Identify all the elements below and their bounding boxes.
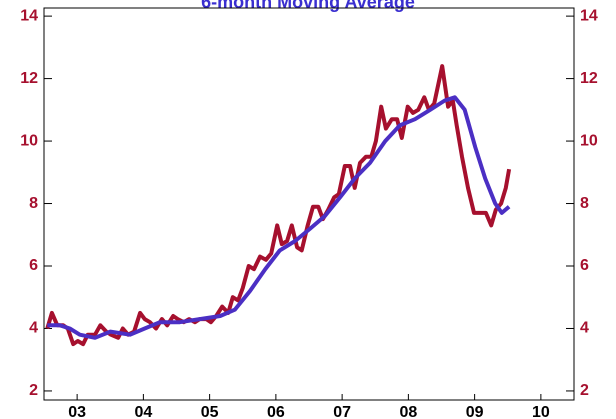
y-tick-label: 14 — [20, 7, 38, 24]
x-tick-label: 03 — [68, 404, 86, 419]
x-tick-label: 05 — [201, 404, 219, 419]
y2-tick-label: 8 — [580, 195, 589, 212]
x-tick-label: 09 — [466, 404, 484, 419]
x-tick-label: 08 — [399, 404, 417, 419]
x-tick-label: 04 — [134, 404, 152, 419]
x-tick-label: 10 — [532, 404, 550, 419]
y-tick-label: 10 — [20, 132, 38, 149]
y-tick-label: 6 — [29, 257, 38, 274]
y-tick-label: 4 — [29, 320, 38, 337]
y-tick-label: 12 — [20, 70, 38, 87]
y2-tick-label: 4 — [580, 320, 589, 337]
y2-tick-label: 12 — [580, 70, 598, 87]
series-line — [45, 64, 512, 347]
y2-tick-label: 6 — [580, 257, 589, 274]
y-tick-label: 2 — [29, 382, 38, 399]
chart-title: 6-month Moving Average — [201, 0, 415, 12]
series-line — [47, 95, 511, 340]
y2-tick-label: 10 — [580, 132, 598, 149]
x-tick-label: 06 — [267, 404, 285, 419]
y2-tick-label: 14 — [580, 7, 598, 24]
y2-tick-label: 2 — [580, 382, 589, 399]
y-tick-label: 8 — [29, 195, 38, 212]
x-tick-label: 07 — [333, 404, 351, 419]
